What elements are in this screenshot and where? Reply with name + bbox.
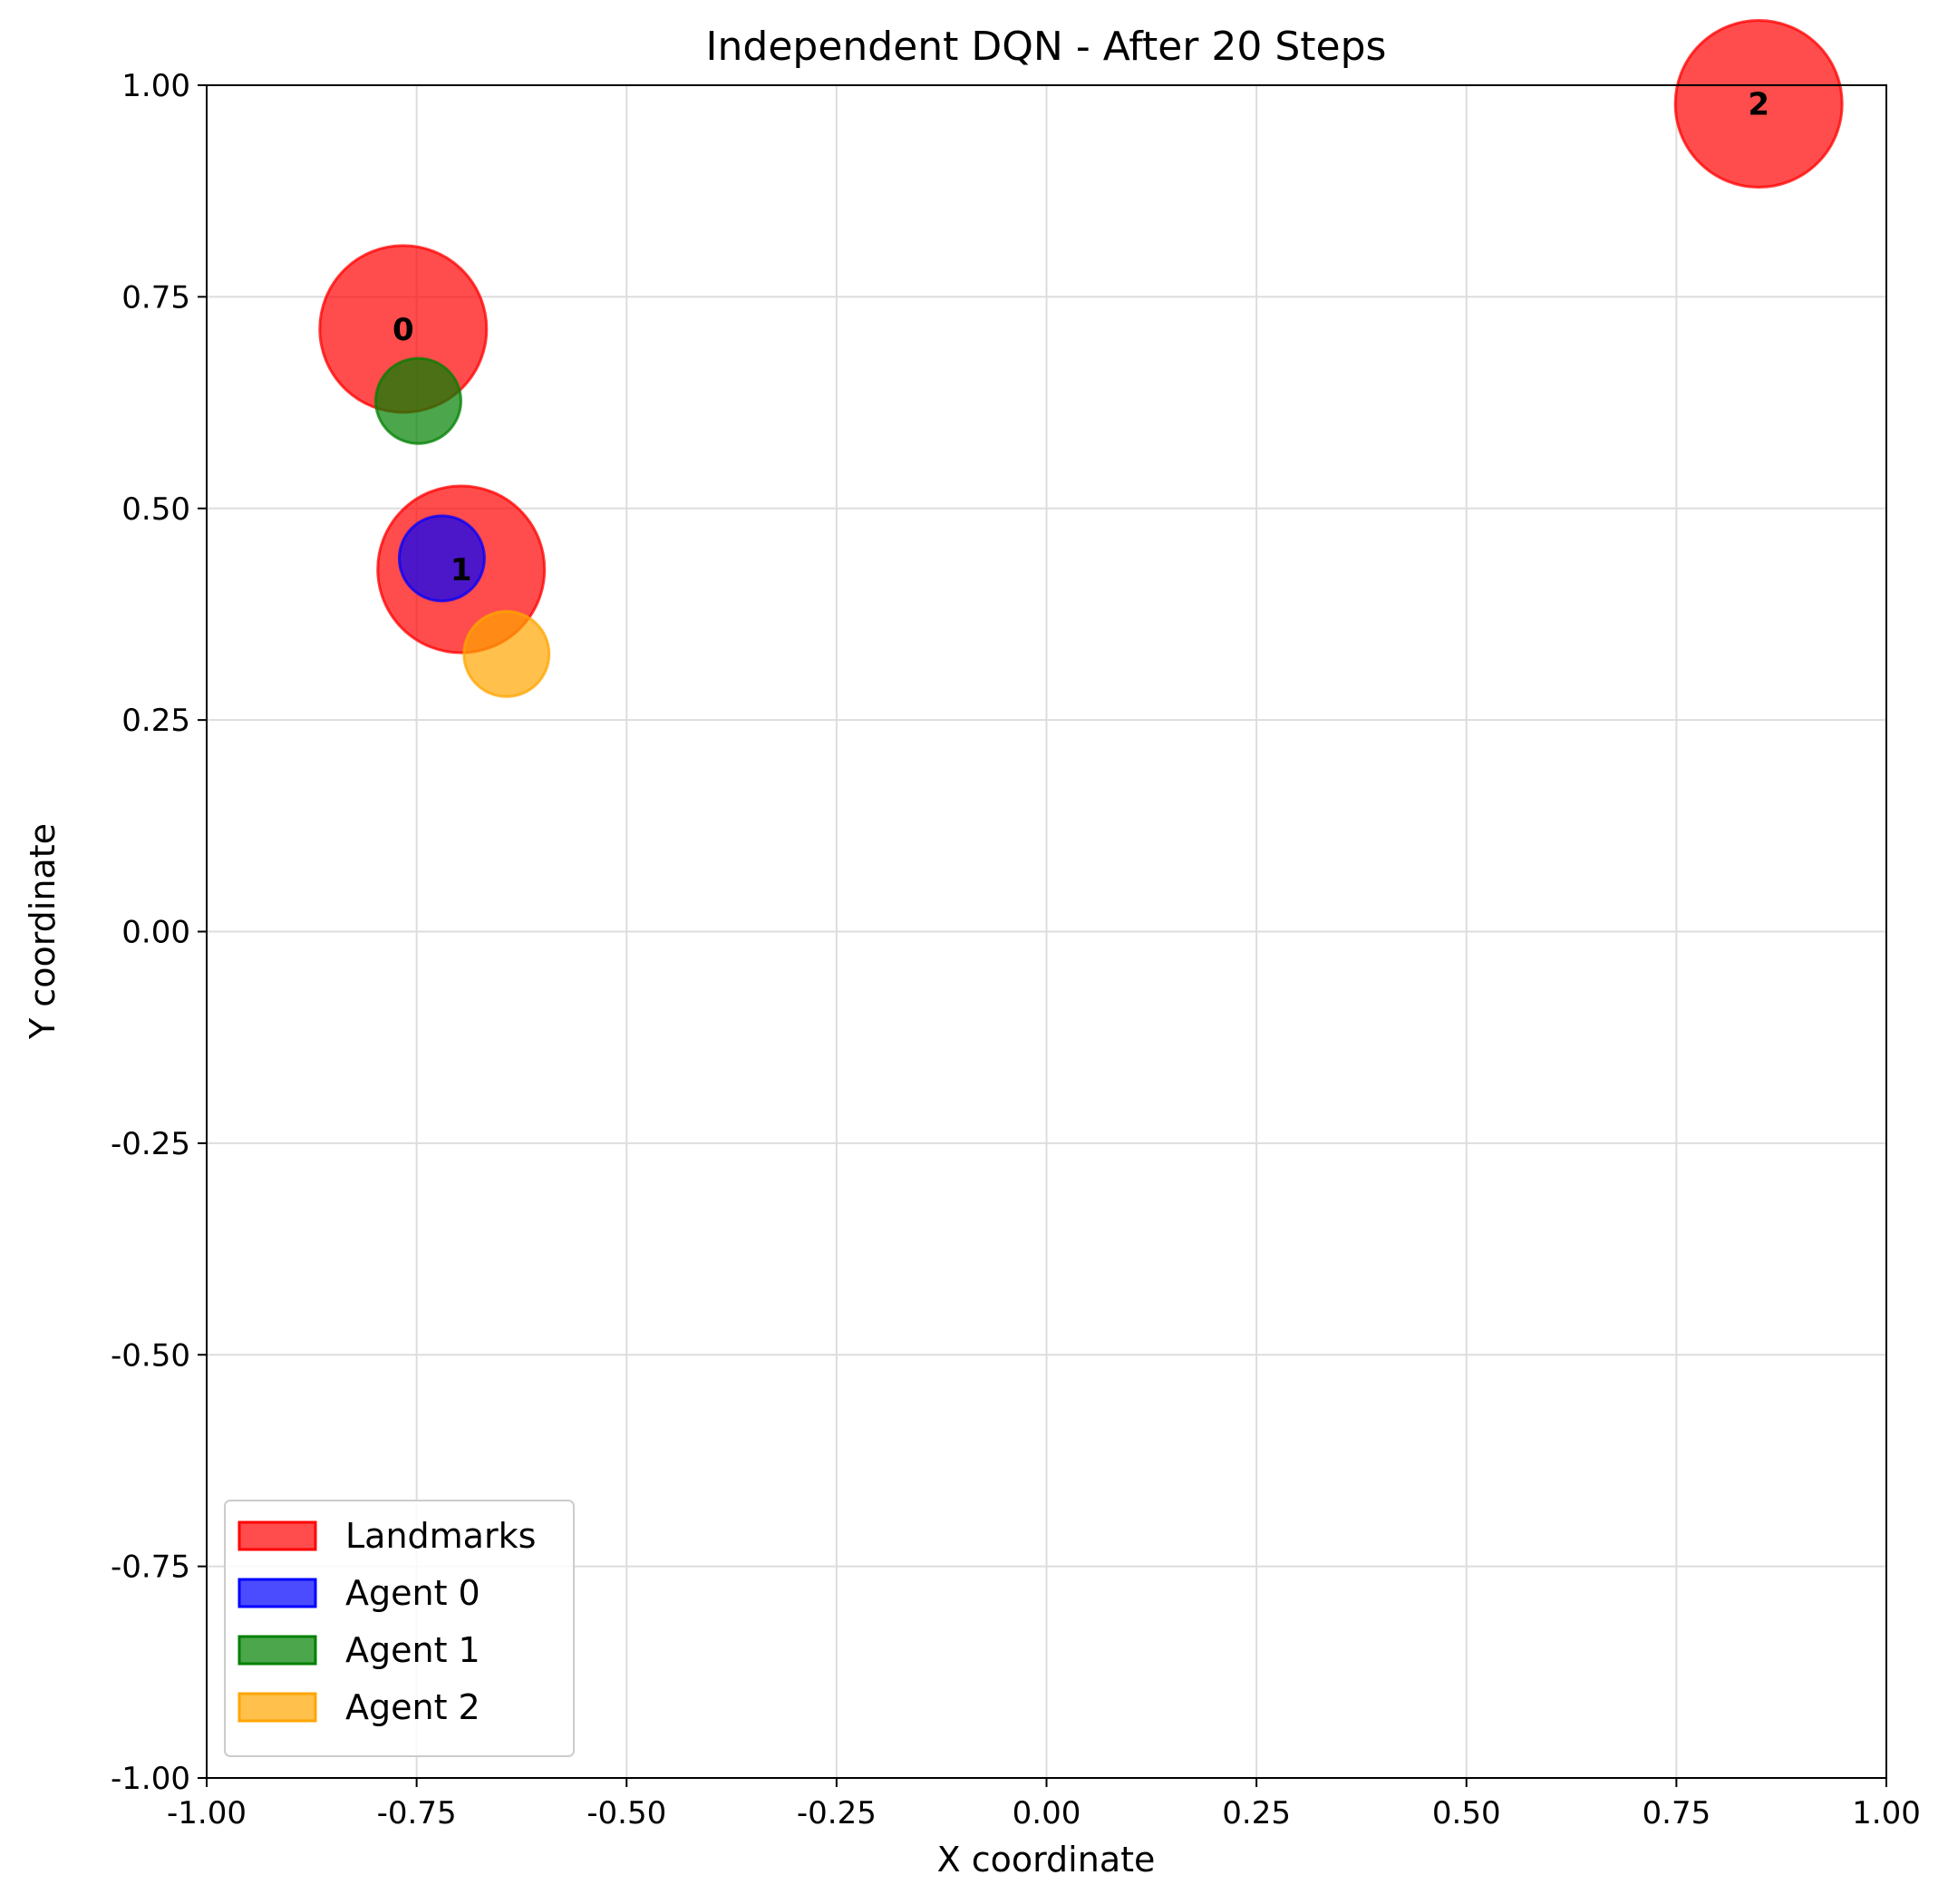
legend-entry: Landmarks [345, 1516, 536, 1556]
chart-title: Independent DQN - After 20 Steps [706, 24, 1387, 70]
x-tick-label: -1.00 [167, 1795, 247, 1831]
data-marks: 0 1 2 [318, 19, 1844, 698]
y-tick-label: -1.00 [111, 1761, 190, 1797]
legend-entry: Agent 2 [345, 1687, 480, 1727]
legend-swatch [237, 1520, 317, 1551]
legend-entry: Agent 1 [345, 1630, 480, 1670]
landmark-label: 0 [393, 312, 414, 348]
y-tick-label: 0.00 [121, 915, 190, 951]
x-tick-label: 0.25 [1222, 1795, 1291, 1831]
y-tick-label: 0.25 [121, 703, 190, 739]
x-tick-label: -0.25 [797, 1795, 877, 1831]
y-tick-label: -0.75 [111, 1549, 190, 1586]
legend-entry: Agent 0 [345, 1573, 480, 1613]
agent-point [373, 356, 462, 445]
legend-swatch [237, 1635, 317, 1666]
x-tick-label: 1.00 [1852, 1795, 1921, 1831]
axis-ticks: -1.00 -0.75 -0.50 -0.25 0.00 0.25 0.50 0.75 1.00… [111, 68, 1921, 1831]
landmark-point [1673, 19, 1844, 189]
legend: Landmarks Agent 0 Agent 1 Agent 2 [224, 1500, 575, 1757]
x-tick-label: -0.75 [377, 1795, 457, 1831]
y-tick-label: -0.25 [111, 1126, 190, 1162]
y-tick-label: -0.50 [111, 1337, 190, 1374]
x-tick-label: 0.50 [1432, 1795, 1501, 1831]
legend-swatch [237, 1692, 317, 1723]
x-tick-label: 0.00 [1013, 1795, 1081, 1831]
landmark-label: 1 [451, 552, 472, 588]
agent-point [462, 609, 551, 698]
x-tick-label: -0.50 [586, 1795, 666, 1831]
y-axis-label: Y coordinate [23, 823, 63, 1040]
legend-swatch [237, 1578, 317, 1608]
y-tick-label: 0.75 [121, 279, 190, 316]
y-tick-label: 0.50 [121, 491, 190, 528]
landmark-label: 2 [1748, 87, 1769, 123]
y-tick-label: 1.00 [121, 68, 190, 104]
agent-point [397, 514, 486, 603]
x-tick-label: 0.75 [1643, 1795, 1711, 1831]
x-axis-label: X coordinate [937, 1840, 1156, 1880]
